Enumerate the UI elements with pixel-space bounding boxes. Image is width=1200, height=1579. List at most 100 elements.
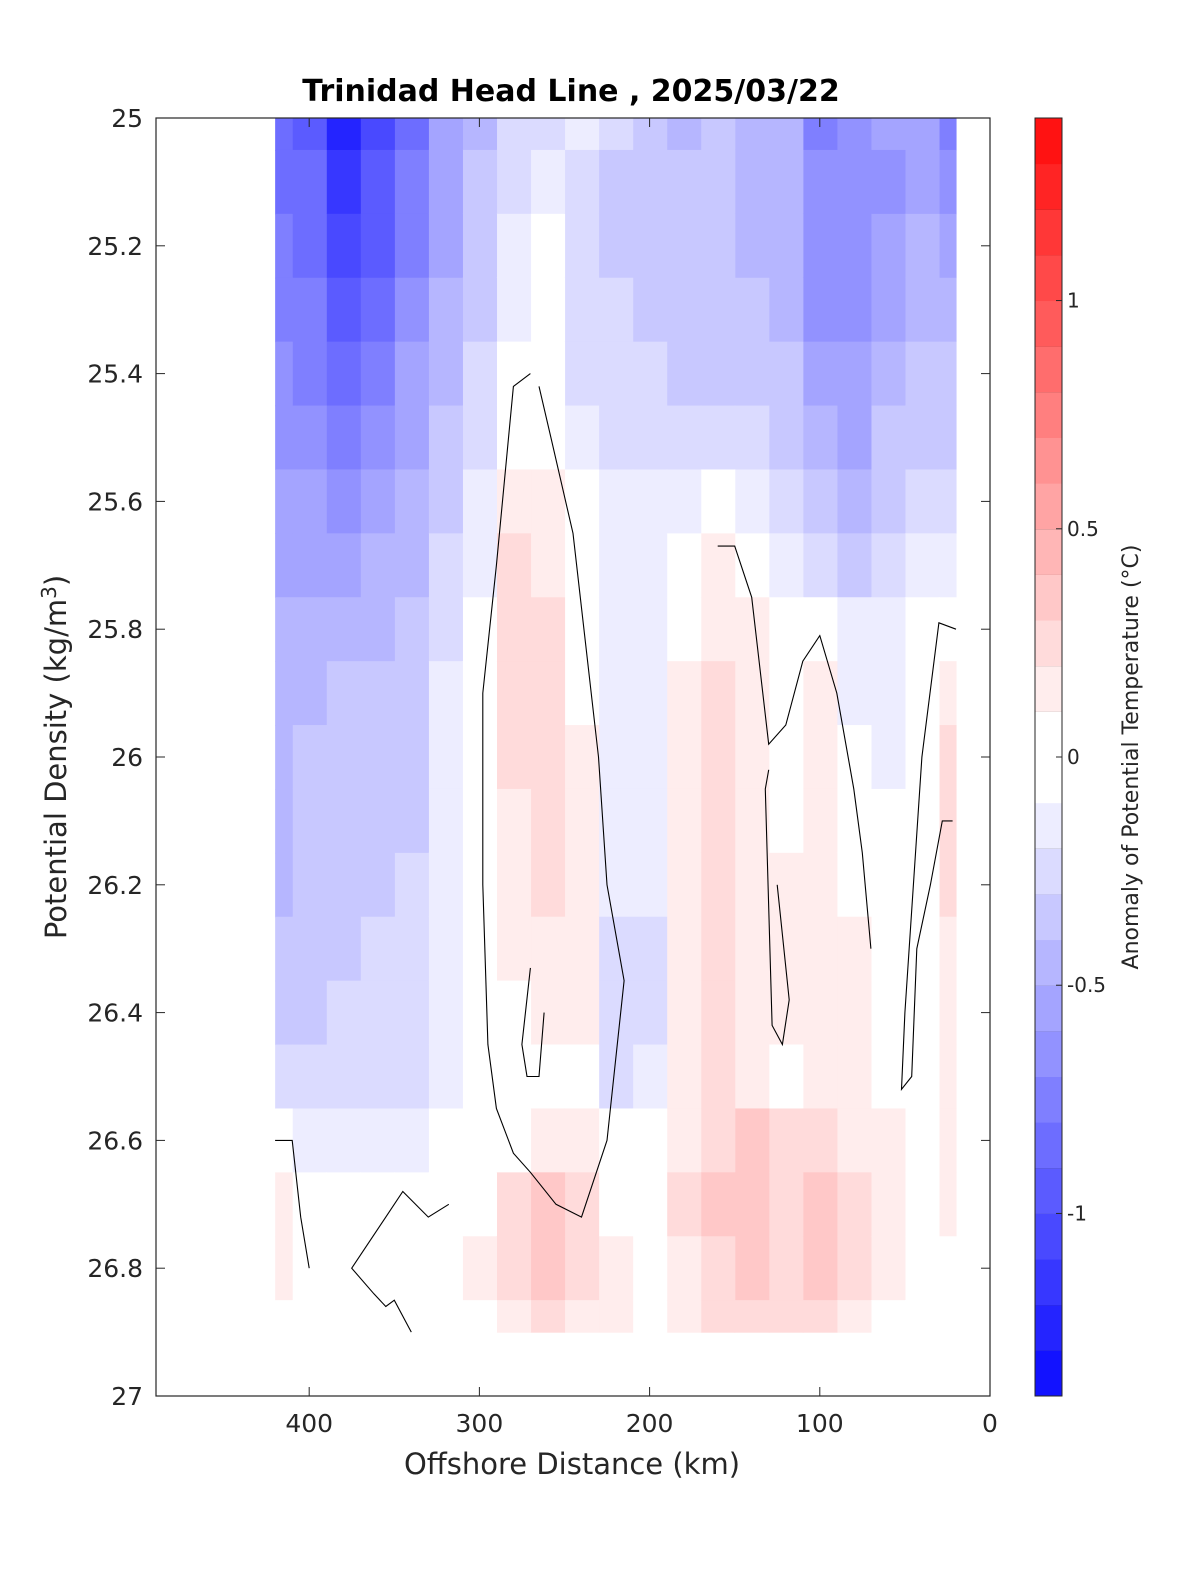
zero-contour-line	[764, 769, 790, 1047]
heatmap-cell	[462, 1236, 498, 1301]
heatmap-cell	[632, 597, 668, 662]
heatmap-cell	[530, 277, 566, 343]
heatmap-cell	[802, 1044, 838, 1110]
heatmap-cell	[326, 1044, 361, 1110]
y-axis-label-main: Potential Density (kg/m	[39, 599, 73, 939]
heatmap-cell	[428, 725, 463, 790]
x-axis-ticks: 400 300 200 100 0	[285, 118, 998, 1438]
heatmap-cell	[598, 1236, 634, 1301]
heatmap-cell	[428, 341, 463, 407]
heatmap-cell	[938, 661, 957, 726]
heatmap-cell	[666, 341, 702, 407]
heatmap-cell	[836, 597, 872, 662]
heatmap-cell	[700, 661, 736, 726]
colorbar-band	[1035, 300, 1062, 347]
heatmap-cell	[666, 852, 702, 918]
heatmap-cell	[275, 469, 293, 534]
heatmap-cell	[462, 469, 498, 534]
heatmap-cell	[360, 1108, 395, 1173]
heatmap-cell	[632, 788, 668, 854]
heatmap-cell	[904, 213, 940, 279]
y-axis-ticks: 25 25.2 25.4 25.6 25.8 26 26.2 26.4 26.6 26.8 27	[87, 104, 990, 1411]
heatmap-cell	[836, 980, 872, 1046]
heatmap-cell	[428, 405, 463, 471]
heatmap-cell	[360, 1172, 395, 1237]
heatmap-cell	[564, 788, 600, 854]
heatmap-cell	[326, 1236, 361, 1301]
heatmap-cell	[292, 852, 327, 918]
heatmap-cell	[394, 725, 429, 790]
heatmap-cell	[275, 1236, 293, 1301]
colorbar-band	[1035, 1122, 1062, 1169]
heatmap-cell	[360, 980, 395, 1046]
heatmap-cell	[292, 533, 327, 598]
heatmap-cell	[394, 1236, 429, 1301]
heatmap-cell	[530, 788, 566, 854]
heatmap-cell	[768, 1300, 804, 1333]
heatmap-cell	[632, 149, 668, 215]
heatmap-cell	[394, 788, 429, 854]
heatmap-cell	[904, 1236, 940, 1301]
heatmap-cell	[598, 469, 634, 534]
heatmap-cell	[598, 149, 634, 215]
heatmap-cell	[870, 533, 906, 598]
heatmap-cell	[360, 405, 395, 471]
heatmap-cell	[564, 533, 600, 598]
heatmap-cell	[666, 916, 702, 982]
zero-contour-lines	[275, 373, 957, 1333]
heatmap-cell	[768, 1172, 804, 1237]
heatmap-cell	[938, 852, 957, 918]
y-axis-label: Potential Density (kg/m3)	[37, 575, 73, 939]
heatmap-cell	[428, 213, 463, 279]
heatmap-cell	[802, 277, 838, 343]
heatmap-cell	[394, 852, 429, 918]
heatmap-cell	[564, 1044, 600, 1110]
heatmap-cell	[326, 405, 361, 471]
heatmap-cell	[904, 788, 940, 854]
heatmap-cell	[734, 788, 770, 854]
heatmap-cell	[802, 1108, 838, 1173]
heatmap-cell	[326, 118, 361, 151]
x-tick-label: 400	[285, 1409, 333, 1438]
heatmap-cell	[360, 1236, 395, 1301]
colorbar-band	[1035, 254, 1062, 302]
heatmap-cell	[530, 341, 566, 407]
heatmap-cell	[275, 341, 293, 407]
heatmap-cell	[734, 1108, 770, 1173]
heatmap-cell	[394, 118, 429, 151]
heatmap-cell	[734, 149, 770, 215]
colorbar-tick-label: -1	[1067, 1201, 1087, 1225]
heatmap-cell	[462, 916, 498, 982]
heatmap-cell	[734, 213, 770, 279]
heatmap-cell	[292, 788, 327, 854]
heatmap-cell	[870, 149, 906, 215]
heatmap-cell	[632, 405, 668, 471]
heatmap-cell	[360, 341, 395, 407]
heatmap-cell	[496, 1108, 532, 1173]
heatmap-cell	[666, 1300, 702, 1333]
colorbar-band	[1035, 939, 1062, 986]
heatmap-cell	[870, 341, 906, 407]
heatmap-cell	[700, 341, 736, 407]
heatmap-cell	[360, 1300, 395, 1333]
heatmap-cell	[428, 788, 463, 854]
heatmap-cell	[938, 980, 957, 1046]
heatmap-cell	[530, 149, 566, 215]
heatmap-cell	[700, 1300, 736, 1333]
heatmap-cell	[496, 1044, 532, 1110]
heatmap-cell	[564, 1108, 600, 1173]
heatmap-cell	[768, 277, 804, 343]
heatmap-cell	[275, 118, 293, 151]
heatmap-cell	[564, 852, 600, 918]
heatmap-cell	[496, 725, 532, 790]
heatmap-cell	[326, 1108, 361, 1173]
heatmap-cell	[666, 469, 702, 534]
heatmap-cell	[530, 405, 566, 471]
heatmap-cell	[836, 788, 872, 854]
heatmap-cell	[496, 118, 532, 151]
heatmap-cell	[700, 1236, 736, 1301]
heatmap-cell	[700, 469, 736, 534]
zero-contour-line	[521, 967, 545, 1078]
colorbar-band	[1035, 483, 1062, 530]
